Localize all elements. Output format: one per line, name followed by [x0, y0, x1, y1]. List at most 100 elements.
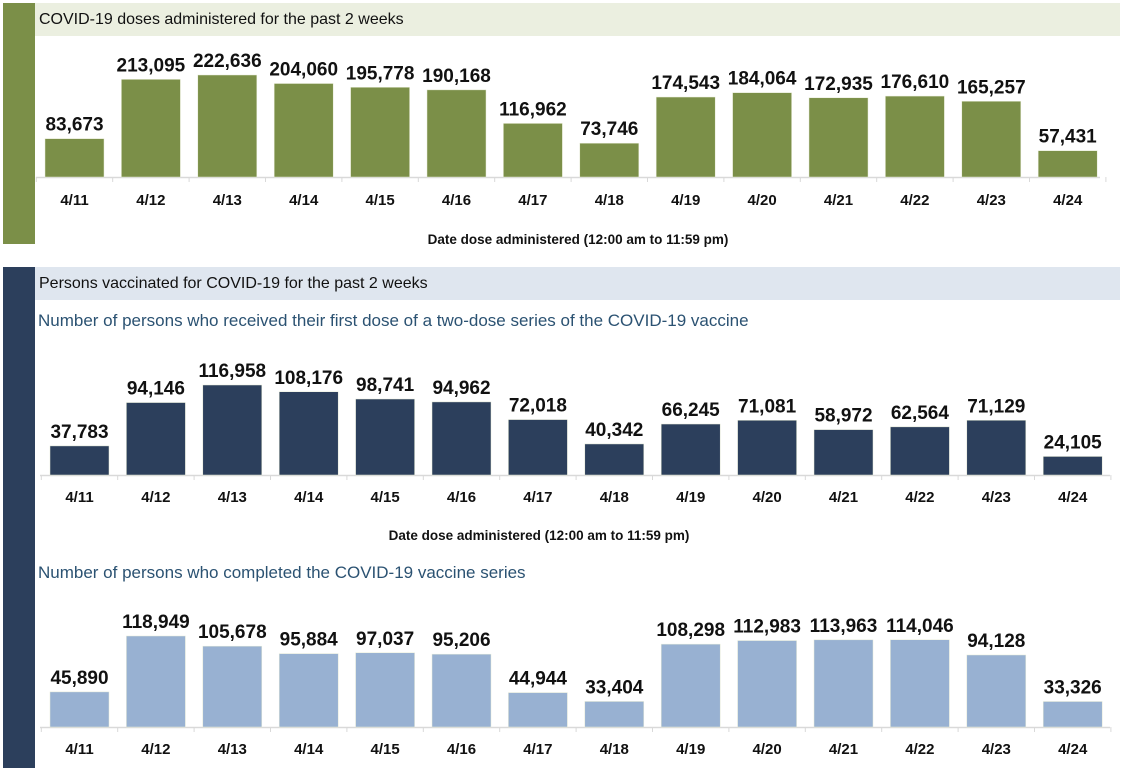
data-label: 195,778 — [346, 63, 415, 84]
x-tick-label: 4/18 — [600, 489, 629, 506]
data-label: 45,890 — [50, 668, 108, 689]
x-tick-label: 4/23 — [982, 741, 1011, 758]
bar-4-22 — [885, 95, 945, 178]
data-label: 172,935 — [804, 74, 873, 95]
x-tick-label: 4/15 — [370, 489, 399, 506]
bar-4-17 — [508, 419, 568, 476]
bar-4-16 — [426, 89, 487, 178]
x-tick-label: 4/21 — [829, 741, 858, 758]
bar-4-20 — [737, 420, 797, 476]
bar-4-21 — [813, 429, 874, 476]
x-tick-label: 4/13 — [213, 192, 242, 209]
x-tick-label: 4/16 — [442, 192, 471, 209]
x-tick-label: 4/14 — [294, 489, 324, 506]
bar-4-13 — [202, 645, 263, 728]
data-label: 83,673 — [45, 115, 103, 136]
x-tick-label: 4/22 — [900, 192, 929, 209]
data-label: 94,128 — [967, 631, 1025, 652]
x-tick-label: 4/19 — [676, 489, 705, 506]
x-tick-label: 4/23 — [982, 489, 1011, 506]
data-label: 71,081 — [738, 396, 797, 417]
x-tick-label: 4/18 — [600, 741, 629, 758]
bar-4-17 — [503, 123, 563, 178]
x-tick-label: 4/11 — [65, 741, 93, 758]
data-label: 190,168 — [422, 66, 491, 87]
data-label: 176,610 — [881, 72, 950, 93]
bar-4-22 — [890, 426, 950, 476]
x-tick-label: 4/15 — [370, 741, 399, 758]
completed-chart-title: Number of persons who completed the COVI… — [38, 563, 526, 582]
x-tick-label: 4/15 — [365, 192, 394, 209]
bar-4-18 — [579, 142, 640, 178]
x-tick-label: 4/22 — [905, 741, 934, 758]
bar-4-14 — [278, 653, 339, 728]
x-tick-label: 4/14 — [289, 192, 319, 209]
bar-4-11 — [49, 445, 110, 476]
data-label: 33,326 — [1044, 678, 1102, 699]
bar-4-15 — [350, 87, 410, 178]
bar-4-14 — [273, 83, 334, 178]
x-tick-label: 4/19 — [671, 192, 700, 209]
data-label: 174,543 — [651, 73, 720, 94]
bar-4-23 — [966, 420, 1027, 476]
x-tick-label: 4/24 — [1053, 192, 1083, 209]
x-tick-label: 4/18 — [595, 192, 624, 209]
bar-4-21 — [813, 639, 874, 728]
data-label: 113,963 — [810, 616, 878, 637]
data-label: 165,257 — [957, 77, 1026, 98]
bar-4-22 — [890, 639, 950, 728]
data-label: 116,958 — [198, 361, 266, 382]
x-tick-label: 4/20 — [747, 192, 776, 209]
data-label: 66,245 — [662, 400, 721, 421]
x-tick-label: 4/12 — [136, 192, 165, 209]
data-label: 204,060 — [269, 60, 338, 81]
bar-4-21 — [808, 97, 869, 178]
doses-section-accent-bar — [3, 3, 35, 244]
x-tick-label: 4/21 — [824, 192, 853, 209]
x-tick-label: 4/16 — [447, 489, 476, 506]
data-label: 33,404 — [585, 677, 644, 698]
data-label: 24,105 — [1044, 432, 1103, 453]
data-label: 116,962 — [499, 99, 567, 120]
x-tick-label: 4/24 — [1058, 489, 1088, 506]
data-label: 71,129 — [967, 396, 1025, 417]
bar-4-12 — [126, 635, 186, 728]
data-label: 118,949 — [122, 612, 190, 633]
data-label: 108,298 — [656, 620, 725, 641]
x-tick-label: 4/20 — [752, 489, 781, 506]
x-tick-label: 4/20 — [752, 741, 781, 758]
bar-4-23 — [966, 654, 1027, 728]
x-tick-label: 4/12 — [141, 741, 170, 758]
bar-4-15 — [355, 398, 415, 476]
data-label: 58,972 — [814, 406, 872, 427]
bar-4-12 — [121, 79, 181, 178]
data-label: 213,095 — [117, 55, 186, 76]
data-label: 94,962 — [432, 378, 490, 399]
bar-4-16 — [431, 653, 492, 728]
bar-4-18 — [584, 443, 645, 476]
data-label: 108,176 — [274, 368, 343, 389]
data-label: 95,884 — [280, 630, 339, 651]
bar-4-24 — [1042, 701, 1103, 728]
data-label: 112,983 — [733, 617, 801, 638]
bar-4-11 — [49, 691, 110, 728]
bar-4-20 — [737, 640, 797, 728]
bar-4-16 — [431, 401, 492, 476]
data-label: 222,636 — [193, 51, 262, 72]
persons-section-header: Persons vaccinated for COVID-19 for the … — [35, 267, 1120, 300]
x-tick-label: 4/11 — [65, 489, 93, 506]
x-tick-label: 4/13 — [218, 741, 247, 758]
data-label: 95,206 — [432, 630, 490, 651]
x-tick-label: 4/17 — [523, 489, 552, 506]
data-label: 184,064 — [728, 69, 797, 90]
data-label: 94,146 — [127, 379, 185, 400]
bar-4-24 — [1042, 456, 1103, 476]
bar-4-12 — [126, 402, 186, 476]
bar-4-13 — [197, 74, 258, 178]
data-label: 72,018 — [509, 396, 567, 417]
x-tick-label: 4/24 — [1058, 741, 1088, 758]
x-tick-label: 4/12 — [141, 489, 170, 506]
bar-4-19 — [660, 423, 721, 476]
data-label: 37,783 — [50, 422, 108, 443]
x-tick-label: 4/14 — [294, 741, 324, 758]
